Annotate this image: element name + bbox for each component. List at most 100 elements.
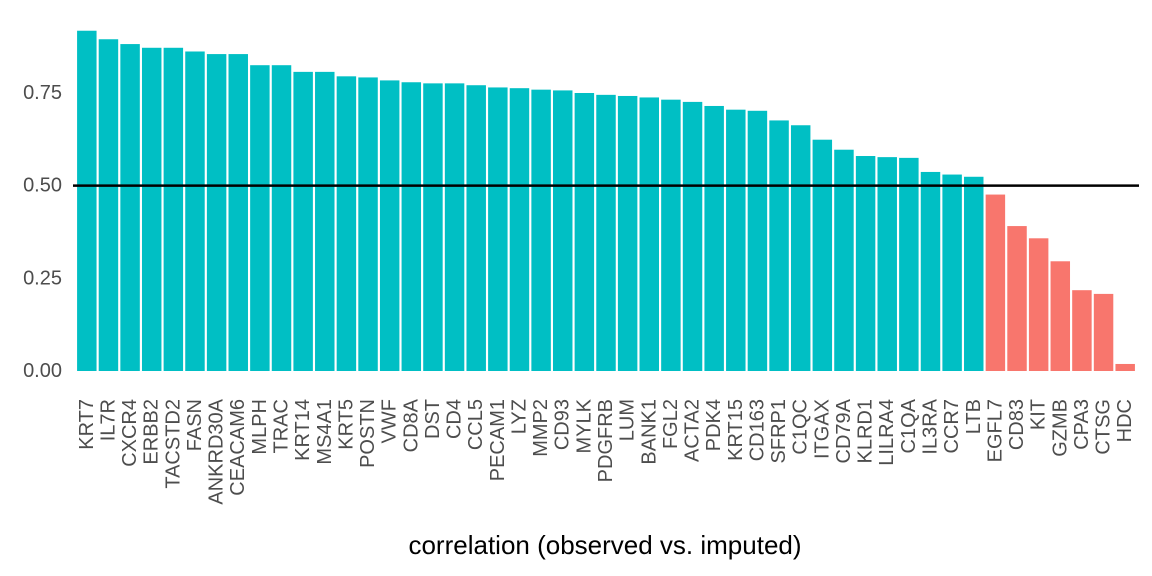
- bar-ctsg: [1093, 293, 1114, 371]
- x-tick-label: ANKRD30A: [206, 398, 228, 504]
- x-tick-label: IL3RA: [919, 398, 941, 454]
- bar-mlph: [250, 65, 270, 371]
- x-tick-label: HDC: [1114, 399, 1136, 442]
- x-tick-label: KRT14: [292, 399, 314, 461]
- bar-cd83: [1007, 226, 1027, 371]
- x-tick-label: CD8A: [400, 398, 422, 452]
- y-tick-label: 0.50: [23, 175, 62, 197]
- x-tick-label: CD163: [746, 399, 768, 461]
- x-tick-label: CCR7: [941, 399, 963, 453]
- bar-postn: [358, 77, 378, 372]
- x-tick-label: CD93: [552, 399, 574, 450]
- bars-layer: [77, 30, 1135, 372]
- bar-cpa3: [1072, 290, 1092, 371]
- bar-cd163: [747, 110, 768, 371]
- bar-cd8a: [401, 82, 422, 371]
- x-tick-label: MYLK: [573, 398, 595, 453]
- bar-gzmb: [1050, 261, 1071, 371]
- x-tick-label: PDGFRB: [595, 399, 617, 482]
- bar-trac: [271, 65, 292, 371]
- x-tick-label: KRT5: [335, 399, 357, 450]
- bar-klrd1: [855, 156, 876, 371]
- x-tick-label: TACSTD2: [162, 399, 184, 489]
- bar-mylk: [574, 93, 595, 371]
- bar-cxcr4: [120, 44, 140, 371]
- bar-cd93: [553, 90, 573, 371]
- x-tick-label: SFRP1: [768, 399, 790, 463]
- x-tick-label: CXCR4: [119, 399, 141, 467]
- x-axis-title: correlation (observed vs. imputed): [408, 530, 801, 560]
- x-tick-label: FGL2: [660, 399, 682, 449]
- bar-ccr7: [942, 174, 962, 371]
- x-tick-label: CPA3: [1071, 399, 1093, 450]
- x-tick-label: LILRA4: [876, 399, 898, 466]
- x-tick-label: CD79A: [833, 398, 855, 463]
- bar-ms4a1: [315, 71, 335, 372]
- bar-erbb2: [141, 47, 162, 371]
- y-tick-label: 0.25: [23, 267, 62, 289]
- y-tick-label: 0.00: [23, 360, 62, 382]
- x-tick-label: TRAC: [271, 399, 293, 453]
- x-tick-label: CEACAM6: [227, 399, 249, 496]
- x-tick-label: ERBB2: [141, 399, 163, 465]
- bar-kit: [1028, 238, 1049, 371]
- bar-bank1: [639, 97, 659, 371]
- bar-krt5: [336, 76, 357, 371]
- x-tick-label: LTB: [963, 399, 985, 434]
- bar-hdc: [1115, 363, 1135, 371]
- y-axis: 0.00 0.25 0.50 0.75: [23, 82, 62, 382]
- bar-fgl2: [661, 99, 681, 372]
- bar-ccl5: [466, 85, 486, 371]
- x-tick-label: LUM: [617, 399, 639, 441]
- bar-fasn: [185, 51, 205, 372]
- x-tick-label: ACTA2: [682, 399, 704, 462]
- x-tick-label: CCL5: [465, 399, 487, 450]
- bar-acta2: [682, 101, 703, 372]
- x-axis: KRT7 IL7R CXCR4 ERBB2 TACSTD2 FASN ANKRD30A CEA…: [76, 398, 1136, 504]
- bar-ltb: [964, 176, 984, 371]
- bar-cd4: [444, 83, 465, 372]
- bar-krt7: [77, 30, 97, 371]
- x-tick-label: FASN: [184, 399, 206, 451]
- x-tick-label: GZMB: [1049, 399, 1071, 457]
- x-tick-label: IL7R: [97, 399, 119, 441]
- x-tick-label: VWF: [379, 399, 401, 443]
- bar-itgax: [812, 139, 833, 371]
- bar-mmp2: [531, 89, 551, 371]
- x-tick-label: BANK1: [638, 399, 660, 465]
- bar-krt14: [293, 71, 313, 372]
- x-tick-label: KLRD1: [855, 399, 877, 463]
- bar-ankrd30a: [206, 54, 227, 371]
- x-tick-label: MLPH: [249, 399, 271, 455]
- bar-c1qa: [899, 157, 919, 371]
- bar-cd79a: [834, 149, 854, 371]
- bar-lum: [617, 95, 638, 371]
- y-tick-label: 0.75: [23, 82, 62, 104]
- x-tick-label: C1QC: [790, 399, 812, 455]
- x-tick-label: KRT15: [725, 399, 747, 461]
- x-tick-label: LYZ: [508, 399, 530, 434]
- x-tick-label: CD83: [1006, 399, 1028, 450]
- bar-lyz: [509, 88, 530, 372]
- x-tick-label: C1QA: [898, 398, 920, 453]
- bar-ceacam6: [228, 54, 248, 371]
- bar-tacstd2: [163, 47, 184, 371]
- x-tick-label: PDK4: [703, 399, 725, 451]
- x-tick-label: KRT7: [76, 399, 98, 450]
- bar-pdk4: [704, 105, 724, 371]
- bar-pdgfrb: [596, 94, 616, 371]
- x-tick-label: CD4: [444, 399, 466, 439]
- bar-sfrp1: [769, 120, 789, 372]
- bar-pecam1: [488, 87, 508, 371]
- bar-dst: [423, 83, 443, 372]
- x-tick-label: POSTN: [357, 399, 379, 468]
- x-tick-label: CTSG: [1093, 399, 1115, 455]
- x-tick-label: KIT: [1028, 399, 1050, 430]
- bar-lilra4: [877, 157, 897, 371]
- x-tick-label: MMP2: [530, 399, 552, 457]
- bar-krt15: [726, 109, 746, 372]
- x-tick-label: DST: [422, 399, 444, 439]
- bar-il7r: [98, 39, 119, 371]
- bar-vwf: [379, 80, 400, 372]
